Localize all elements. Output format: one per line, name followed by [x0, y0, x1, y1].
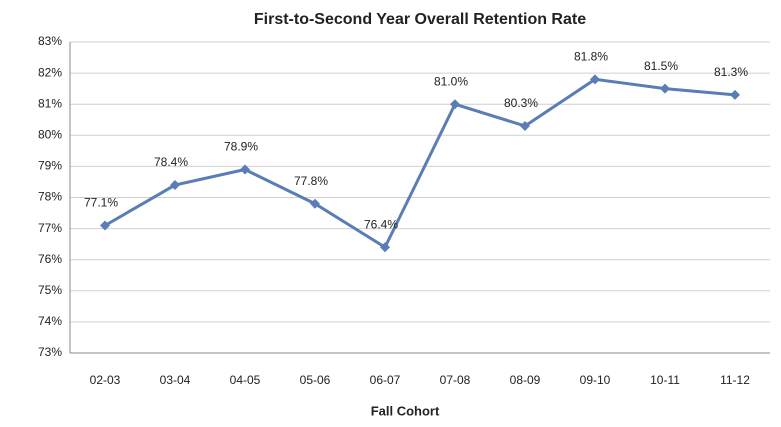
data-point — [450, 99, 460, 110]
data-point — [660, 83, 670, 94]
data-point — [100, 220, 110, 231]
y-tick-label: 82% — [38, 65, 62, 79]
x-tick-label: 04-05 — [230, 373, 261, 387]
x-tick-label: 08-09 — [510, 373, 541, 387]
data-label: 81.3% — [714, 65, 748, 79]
data-label: 80.3% — [504, 96, 538, 110]
x-tick-label: 02-03 — [90, 373, 121, 387]
y-tick-label: 81% — [38, 96, 62, 110]
y-tick-label: 73% — [38, 345, 62, 359]
data-point — [240, 164, 250, 175]
y-tick-label: 79% — [38, 159, 62, 173]
y-tick-label: 76% — [38, 252, 62, 266]
x-tick-label: 03-04 — [160, 373, 191, 387]
data-point — [380, 242, 390, 253]
y-tick-label: 78% — [38, 190, 62, 204]
data-point — [170, 180, 180, 191]
chart-title: First-to-Second Year Overall Retention R… — [254, 11, 586, 28]
data-point — [590, 74, 600, 85]
data-label: 81.8% — [574, 49, 608, 63]
data-point — [310, 198, 320, 209]
data-label: 81.0% — [434, 74, 468, 88]
data-label: 78.4% — [154, 155, 188, 169]
x-tick-label: 10-11 — [650, 373, 680, 387]
x-tick-label: 11-12 — [720, 373, 750, 387]
data-label: 81.5% — [644, 59, 678, 73]
y-tick-label: 75% — [38, 283, 62, 297]
data-point — [730, 89, 740, 100]
data-label: 78.9% — [224, 140, 258, 154]
x-tick-label: 05-06 — [300, 373, 331, 387]
data-label: 77.1% — [84, 196, 118, 210]
data-point — [520, 120, 530, 131]
data-line — [104, 77, 736, 250]
y-tick-label: 74% — [38, 314, 62, 328]
data-label: 77.8% — [294, 174, 328, 188]
x-tick-label: 06-07 — [370, 373, 401, 387]
data-label: 76.4% — [364, 217, 398, 231]
x-tick-label: 07-08 — [440, 373, 471, 387]
x-tick-label: 09-10 — [580, 373, 611, 387]
y-tick-label: 83% — [38, 34, 62, 48]
y-tick-label: 80% — [38, 127, 62, 141]
y-tick-label: 77% — [38, 221, 62, 235]
x-axis-title: Fall Cohort — [371, 403, 440, 418]
